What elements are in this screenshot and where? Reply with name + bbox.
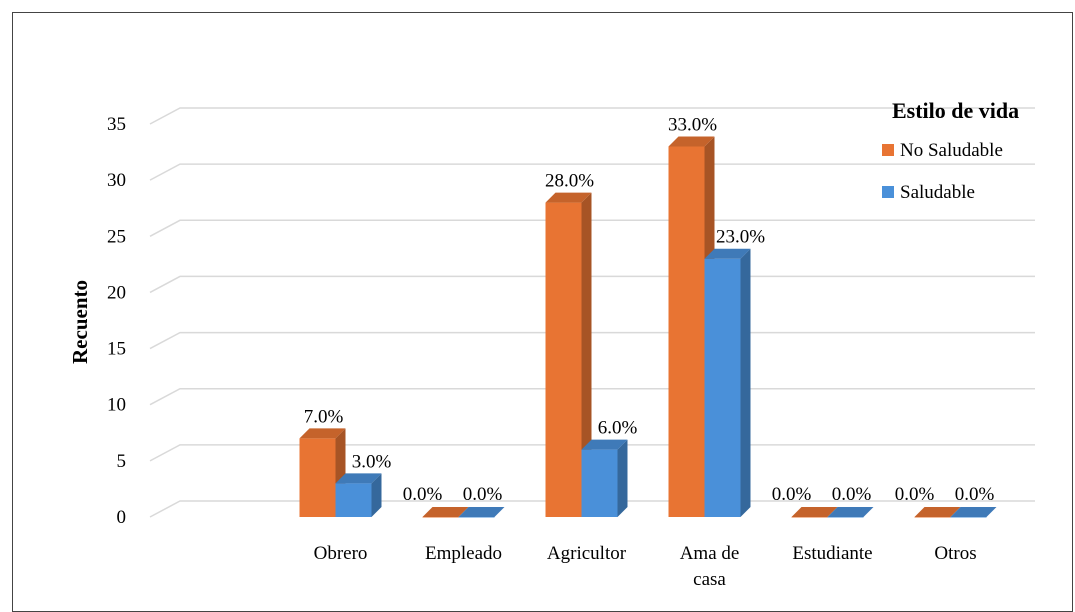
bar	[581, 439, 628, 517]
bar-top	[827, 507, 874, 517]
bar-top	[422, 507, 469, 517]
bar-top	[704, 248, 751, 259]
bar-side	[740, 248, 751, 517]
legend-title: Estilo de vida	[892, 98, 1019, 123]
data-label: 3.0%	[352, 451, 392, 472]
y-axis-label: Recuento	[68, 280, 92, 364]
bar-top	[668, 136, 715, 147]
bar	[950, 507, 997, 518]
data-label: 6.0%	[598, 418, 638, 439]
y-tick-label: 25	[107, 226, 126, 247]
bar-top	[581, 439, 628, 450]
grid-line	[149, 219, 1035, 237]
bar-top	[950, 507, 997, 517]
bar-front	[704, 258, 741, 517]
bar-front	[458, 517, 495, 518]
y-tick-label: 15	[107, 339, 126, 360]
bar-side	[617, 439, 628, 517]
bar	[914, 507, 961, 518]
bar-front	[335, 483, 372, 517]
y-axis-ticks: 0 5 10 15 20 25 30 35	[107, 114, 126, 528]
legend: Estilo de vida No Saludable Saludable	[882, 98, 1019, 203]
data-label: 0.0%	[772, 484, 812, 505]
x-category-label: Otros	[934, 543, 976, 564]
grid-line	[149, 275, 1035, 294]
bar	[827, 507, 874, 518]
data-label: 28.0%	[545, 171, 594, 192]
bar-side	[371, 473, 382, 517]
grid-line	[149, 163, 1035, 181]
bar-front	[545, 202, 582, 517]
y-tick-label: 30	[107, 170, 126, 191]
bar-top	[545, 192, 592, 203]
bar-front	[950, 517, 987, 518]
x-axis-categories: Obrero Empleado Agricultor Ama de casa Estudi…	[314, 543, 977, 590]
bar	[335, 473, 382, 517]
data-label: 7.0%	[304, 406, 344, 427]
x-category-label: Estudiante	[792, 543, 872, 564]
data-label: 0.0%	[403, 484, 443, 505]
chart-frame	[12, 12, 1073, 612]
bar-front	[914, 517, 951, 518]
bar	[458, 507, 505, 518]
legend-swatch	[882, 144, 894, 156]
bar-top	[335, 473, 382, 484]
y-tick-label: 10	[107, 395, 126, 416]
data-label: 0.0%	[895, 484, 935, 505]
bar-top	[458, 507, 505, 517]
bar	[545, 192, 592, 517]
bar-front	[299, 438, 336, 517]
x-category-label: Agricultor	[547, 543, 627, 564]
data-label: 23.0%	[716, 227, 765, 248]
grid-line	[149, 331, 1035, 350]
legend-item-label: Saludable	[900, 182, 975, 203]
bar-top	[299, 428, 346, 439]
bar-front	[791, 517, 828, 518]
data-labels: 7.0% 3.0% 0.0% 0.0% 28.0% 6.0% 33.0% 23.0% 0.0% 0…	[304, 114, 995, 505]
bar-front	[581, 449, 618, 517]
bar	[704, 248, 751, 517]
data-label: 0.0%	[832, 484, 872, 505]
x-category-label: Ama de casa	[680, 543, 740, 590]
grid-line	[149, 107, 1035, 125]
y-tick-label: 0	[117, 507, 127, 528]
legend-swatch	[882, 186, 894, 198]
bar-front	[827, 517, 864, 518]
bar-top	[791, 507, 838, 517]
bars	[299, 136, 997, 518]
grid-line	[149, 387, 1035, 406]
legend-item-label: No Saludable	[900, 140, 1003, 161]
y-tick-label: 5	[117, 451, 127, 472]
x-category-label: Empleado	[425, 543, 502, 564]
bar-side	[581, 192, 592, 517]
bar-top	[914, 507, 961, 517]
bar-front	[668, 146, 705, 517]
y-tick-label: 35	[107, 114, 126, 135]
y-tick-label: 20	[107, 282, 126, 303]
bar-front	[422, 517, 459, 518]
x-category-label: Obrero	[314, 543, 368, 564]
data-label: 0.0%	[955, 484, 995, 505]
data-label: 33.0%	[668, 114, 717, 135]
data-label: 0.0%	[463, 484, 503, 505]
bar	[422, 507, 469, 518]
bar	[791, 507, 838, 518]
